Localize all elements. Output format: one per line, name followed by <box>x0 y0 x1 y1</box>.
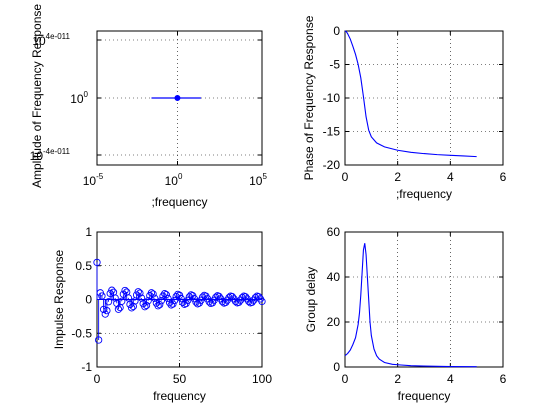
impulse-point <box>141 303 149 311</box>
amplitude-x-tick-label: 105 <box>249 172 267 188</box>
phase-x-tick-label: 0 <box>342 170 349 184</box>
impulse-point <box>118 297 126 305</box>
impulse-point <box>144 297 152 305</box>
group-delay-axes-box <box>344 231 504 368</box>
impulse-x-tick-label: 100 <box>252 372 272 386</box>
impulse-point <box>149 290 157 298</box>
impulse-point <box>162 291 170 299</box>
phase-x-tick-label: 4 <box>447 170 454 184</box>
group-delay-y-tick-label: 40 <box>327 270 341 284</box>
impulse-point <box>142 301 151 310</box>
group-delay-x-tick-label: 4 <box>447 372 454 386</box>
impulse-point <box>154 302 162 310</box>
impulse-point <box>108 286 116 294</box>
impulse-point <box>104 298 113 306</box>
impulse-y-tick-label: -0.5 <box>71 326 92 340</box>
impulse-point <box>184 296 192 305</box>
phase-y-tick-label: -15 <box>323 125 341 139</box>
impulse-point <box>124 294 133 302</box>
amplitude-y-tick-label: 100 <box>70 90 88 106</box>
phase-xlabel: ;frequency <box>396 187 452 201</box>
impulse-point <box>177 294 185 303</box>
group-delay-x-tick-label: 0 <box>342 372 349 386</box>
impulse-point <box>151 294 159 302</box>
amplitude-ylabel: Amplitude of Frequency Response <box>30 4 44 188</box>
impulse-point <box>93 258 101 267</box>
impulse-point <box>175 291 184 299</box>
phase-series-line <box>344 30 477 158</box>
amplitude-xlabel: ;frequency <box>151 195 207 209</box>
amplitude-panel: 10-5 100 105 104e-011 100 10-4e-011 ;frequency… <box>30 4 268 209</box>
group-delay-ylabel: Group delay <box>304 267 318 332</box>
amplitude-x-tick-label: 10-5 <box>83 172 104 188</box>
group-delay-y-tick-label: 60 <box>327 225 341 239</box>
phase-y-tick-label: -10 <box>323 91 341 105</box>
group-delay-y-tick-label: 20 <box>327 315 341 329</box>
impulse-point <box>169 300 177 308</box>
impulse-x-tick-label: 50 <box>173 372 187 386</box>
impulse-point <box>160 290 169 298</box>
impulse-point <box>129 302 137 311</box>
impulse-point <box>258 297 266 306</box>
impulse-y-tick-label: 1 <box>85 225 92 239</box>
amplitude-x-tick-label: 100 <box>165 172 183 188</box>
impulse-xlabel: frequency <box>153 389 206 403</box>
impulse-point <box>103 306 111 315</box>
amplitude-y-tick-label: 104e-011 <box>32 32 70 48</box>
impulse-point <box>136 289 144 297</box>
impulse-point <box>156 301 164 309</box>
phase-x-tick-label: 2 <box>394 170 401 184</box>
impulse-y-tick-label: -1 <box>81 360 92 374</box>
impulse-ylabel: Impulse Response <box>52 249 66 349</box>
group-delay-xlabel: frequency <box>398 389 451 403</box>
amplitude-y-tick-label: 10-4e-011 <box>30 147 71 163</box>
impulse-y-tick-label: 0.5 <box>75 259 92 273</box>
impulse-point <box>101 310 109 318</box>
impulse-point <box>127 304 136 312</box>
impulse-point <box>134 288 142 296</box>
impulse-point <box>147 289 156 297</box>
group-delay-x-tick-label: 6 <box>500 372 507 386</box>
phase-y-tick-label: -5 <box>329 58 340 72</box>
phase-x-tick-label: 6 <box>500 170 507 184</box>
impulse-point <box>111 294 119 302</box>
impulse-point <box>114 305 123 313</box>
group-delay-y-tick-label: 0 <box>333 360 340 374</box>
impulse-point <box>95 336 103 344</box>
phase-y-tick-label: -20 <box>323 158 341 172</box>
impulse-x-tick-label: 0 <box>94 372 101 386</box>
amplitude-marker-point <box>174 95 181 101</box>
group-delay-series-line <box>344 243 477 368</box>
impulse-point <box>157 296 166 305</box>
impulse-point <box>121 286 129 295</box>
impulse-point <box>170 296 179 305</box>
group-delay-x-tick-label: 2 <box>394 372 401 386</box>
impulse-panel: 0 50 100 1 0.5 0 -0.5 -1 frequency Impulse Respon… <box>52 225 272 403</box>
phase-ylabel: Phase of Frequency Response <box>302 15 316 180</box>
impulse-y-tick-label: 0 <box>85 293 92 307</box>
phase-panel: 0 2 4 6 0 -5 -10 -15 -20 ;frequency Phase of Frequ… <box>302 15 507 201</box>
phase-y-tick-label: 0 <box>333 24 340 38</box>
phase-axes-box <box>344 30 504 166</box>
impulse-point <box>190 295 199 303</box>
impulse-point <box>164 294 172 303</box>
